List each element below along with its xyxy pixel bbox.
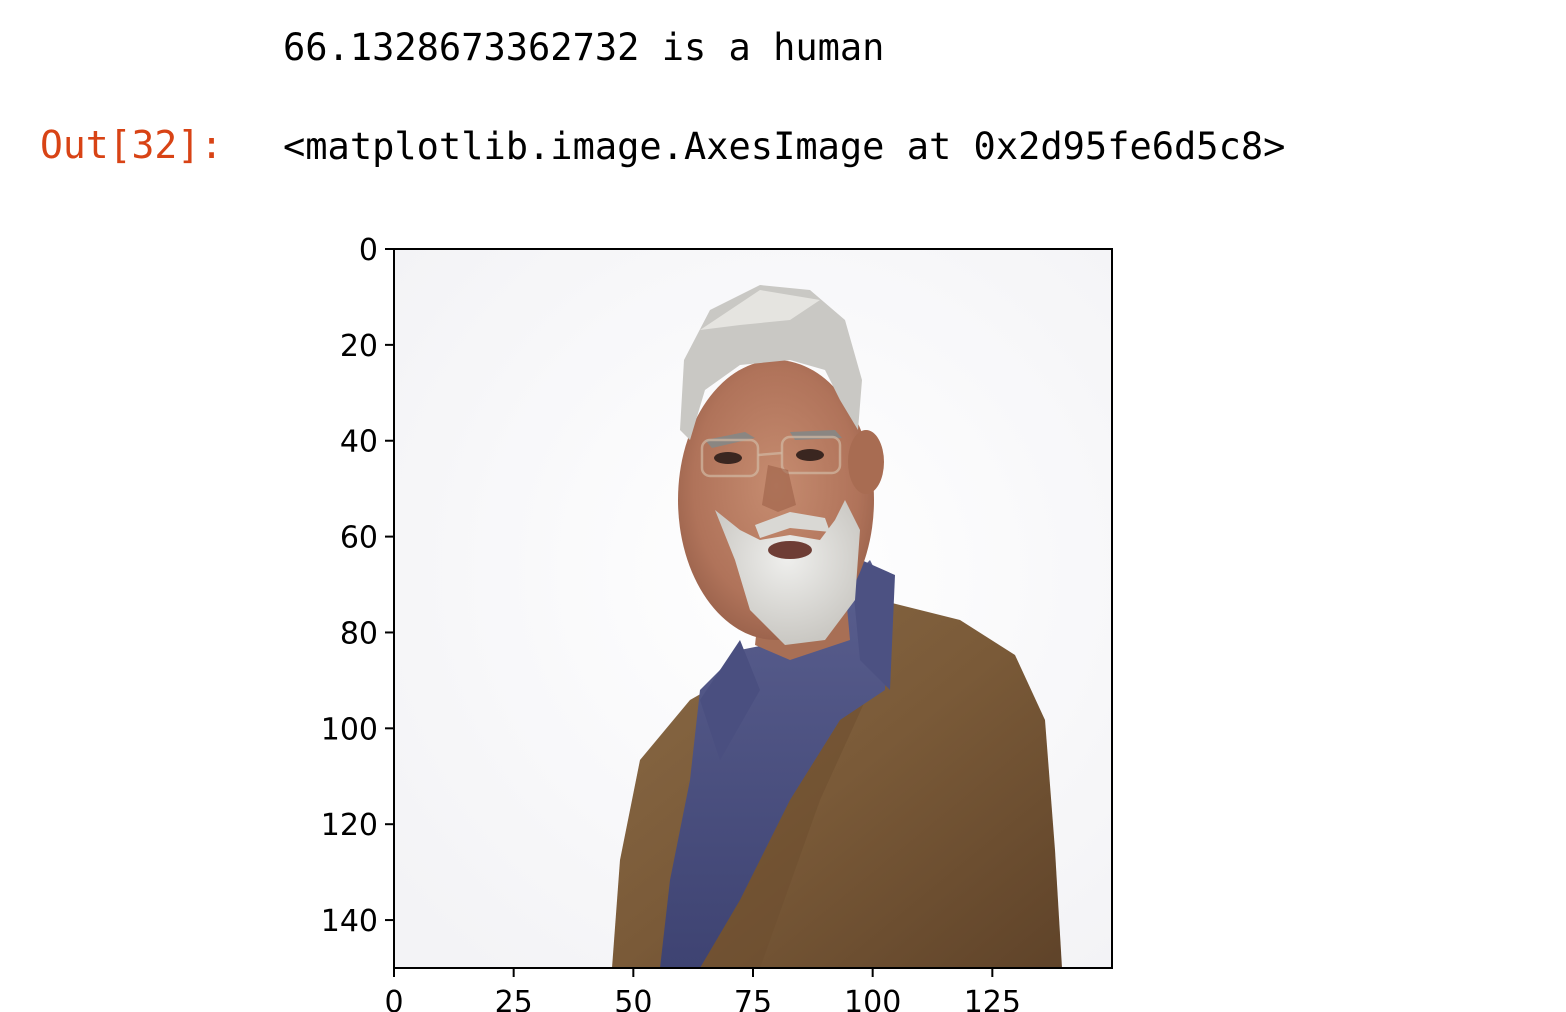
y-tick-label: 100 — [321, 712, 378, 747]
x-tick-label: 50 — [614, 985, 652, 1012]
x-tick-label: 0 — [384, 985, 403, 1012]
portrait-image — [394, 249, 1112, 968]
y-tick-label: 120 — [321, 808, 378, 843]
y-tick-label: 80 — [340, 616, 378, 651]
y-tick-label: 40 — [340, 425, 378, 460]
y-tick-label: 20 — [340, 329, 378, 364]
x-tick-label: 25 — [495, 985, 533, 1012]
x-axis: 0 25 50 75 100 125 — [384, 968, 1021, 1012]
y-tick-label: 60 — [340, 521, 378, 556]
beard-shape — [715, 500, 860, 645]
output-repr: <matplotlib.image.AxesImage at 0x2d95fe6… — [283, 125, 1286, 168]
x-tick-label: 75 — [734, 985, 772, 1012]
y-tick-label: 140 — [321, 904, 378, 939]
output-prompt: Out[32]: — [40, 123, 224, 167]
y-tick-label: 0 — [359, 233, 378, 268]
x-tick-label: 125 — [964, 985, 1021, 1012]
x-tick-label: 100 — [844, 985, 901, 1012]
cell-stdout: 66.1328673362732 is a human — [283, 26, 885, 69]
y-axis: 0 20 40 60 80 100 120 140 — [321, 233, 394, 939]
shirt-shape — [660, 560, 890, 968]
